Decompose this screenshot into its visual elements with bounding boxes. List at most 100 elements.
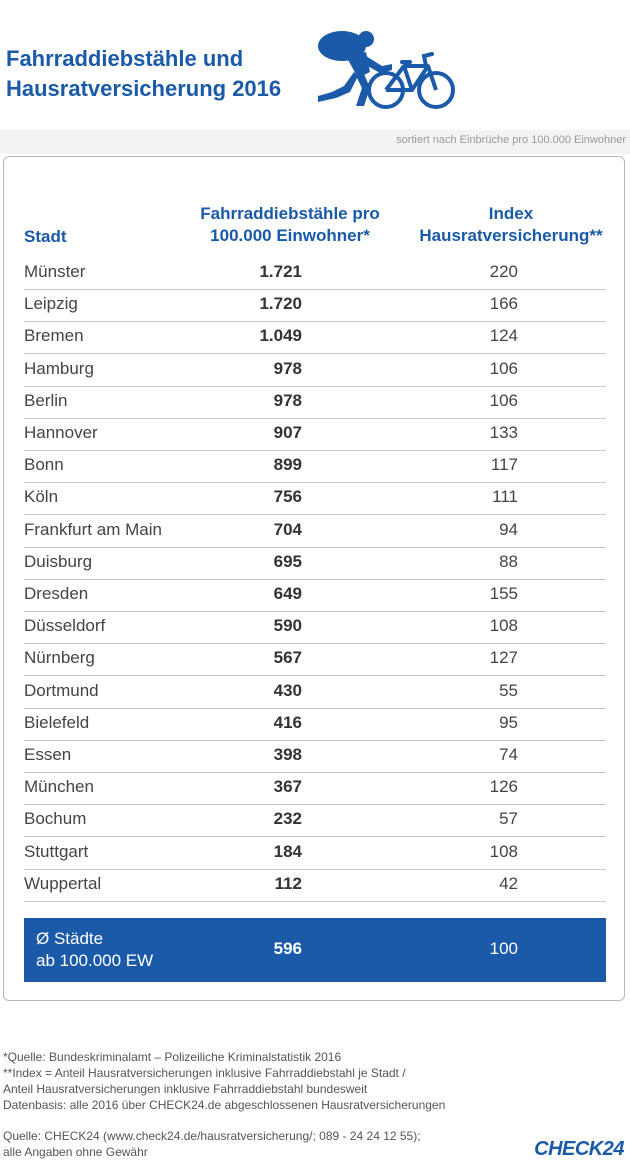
theft-value: 695 [273, 551, 302, 571]
city-name: Hamburg [24, 358, 94, 378]
city-name: Duisburg [24, 551, 93, 571]
footnote-source-1: *Quelle: Bundeskriminalamt – Polizeilich… [3, 1050, 342, 1064]
city-name: Nürnberg [24, 648, 95, 668]
column-header-theft: Fahrraddiebstähle pro 100.000 Einwohner* [160, 203, 420, 247]
index-value: 166 [489, 294, 518, 314]
footnote-source-2: Quelle: CHECK24 (www.check24.de/hausratv… [3, 1129, 421, 1143]
theft-value: 590 [273, 616, 302, 636]
title-line-1: Fahrraddiebstähle und [6, 46, 244, 71]
city-name: Düsseldorf [24, 616, 106, 636]
city-name: Dresden [24, 584, 89, 603]
index-value: 74 [499, 745, 518, 764]
average-label-line-1: Ø Städte [36, 929, 104, 948]
table-row: Bochum 232 57 [24, 805, 606, 838]
table-row: Dresden 649 155 [24, 580, 606, 612]
check24-logo: CHECK24 [534, 1138, 624, 1160]
theft-value: 112 [274, 873, 302, 893]
theft-value: 649 [273, 584, 302, 603]
city-name: Münster [24, 262, 86, 281]
index-value: 126 [489, 777, 518, 797]
theft-value: 232 [273, 809, 302, 829]
theft-value: 978 [273, 390, 302, 410]
column-header-theft-line-1: Fahrraddiebstähle pro [200, 204, 380, 223]
table-row: Stuttgart 184 108 [24, 838, 606, 870]
index-value: 133 [489, 423, 518, 442]
title-line-2: Hausratversicherung 2016 [6, 76, 282, 101]
column-header-theft-line-2: 100.000 Einwohner* [210, 226, 370, 245]
table-row: Bonn 899 117 [24, 451, 606, 484]
thief-with-bicycle-icon [318, 31, 455, 109]
footnote-index-definition-2: Anteil Hausratversicherungen inklusive F… [3, 1082, 368, 1096]
theft-value: 184 [273, 841, 302, 861]
table-row: Duisburg 695 88 [24, 548, 606, 580]
index-value: 106 [489, 358, 518, 378]
average-row: Ø Städte ab 100.000 EW 596 100 [24, 918, 606, 982]
city-name: Leipzig [24, 294, 78, 314]
table-row: Nürnberg 567 127 [24, 644, 606, 677]
average-index-value: 100 [489, 939, 518, 958]
theft-value: 1.720 [259, 294, 302, 314]
footnote-index-definition-1: **Index = Anteil Hausratversicherungen i… [3, 1066, 406, 1080]
city-name: Bochum [24, 809, 87, 829]
city-name: München [24, 777, 94, 797]
table-row: Frankfurt am Main 704 94 [24, 516, 606, 548]
index-value: 124 [489, 326, 518, 346]
index-value: 220 [489, 262, 518, 281]
theft-value: 1.049 [259, 326, 302, 346]
theft-value: 430 [273, 680, 302, 700]
city-name: Frankfurt am Main [24, 519, 162, 539]
index-value: 117 [490, 455, 518, 475]
index-value: 57 [499, 809, 518, 829]
table-row: Berlin 978 106 [24, 387, 606, 419]
footnote-basis: Datenbasis: alle 2016 über CHECK24.de ab… [3, 1098, 446, 1112]
theft-value: 899 [273, 455, 302, 475]
column-header-index-line-1: Index [488, 204, 534, 223]
average-label-line-2: ab 100.000 EW [36, 951, 154, 970]
index-value: 88 [499, 551, 518, 571]
sort-note-band [0, 130, 630, 154]
average-theft-value: 596 [273, 939, 302, 958]
theft-value: 978 [273, 358, 302, 378]
city-name: Bielefeld [24, 712, 90, 732]
table-row: Münster 1.721 220 [24, 258, 606, 290]
theft-value: 756 [273, 487, 302, 507]
theft-value: 1.721 [259, 262, 302, 281]
page-title: Fahrraddiebstähle und Hausratversicherun… [6, 44, 306, 104]
city-name: Essen [24, 745, 72, 764]
footnote-disclaimer: alle Angaben ohne Gewähr [3, 1145, 148, 1159]
index-value: 155 [489, 584, 518, 603]
table-row: Wuppertal 112 42 [24, 870, 606, 902]
table-row: Bremen 1.049 124 [24, 322, 606, 355]
column-header-index: Index Hausratversicherung** [400, 203, 622, 247]
table-row: Dortmund 430 55 [24, 677, 606, 709]
index-value: 42 [499, 873, 518, 893]
theft-value: 416 [273, 712, 302, 732]
index-value: 94 [499, 519, 518, 539]
index-value: 108 [489, 841, 518, 861]
table-panel [3, 156, 625, 1001]
city-name: Berlin [24, 390, 68, 410]
table-row: Essen 398 74 [24, 741, 606, 773]
theft-value: 367 [273, 777, 302, 797]
average-label: Ø Städte ab 100.000 EW [36, 928, 153, 972]
index-value: 106 [489, 390, 518, 410]
theft-value: 704 [273, 519, 302, 539]
table-row: München 367 126 [24, 773, 606, 806]
index-value: 95 [499, 712, 518, 732]
column-header-city: Stadt [24, 227, 67, 246]
index-value: 55 [499, 680, 518, 700]
table-row: Hamburg 978 106 [24, 355, 606, 387]
city-name: Dortmund [24, 680, 99, 700]
index-value: 111 [492, 487, 518, 507]
city-name: Stuttgart [24, 841, 89, 861]
table-row: Köln 756 111 [24, 483, 606, 516]
city-name: Wuppertal [24, 873, 102, 893]
sort-note: sortiert nach Einbrüche pro 100.000 Einw… [396, 134, 626, 146]
theft-value: 907 [273, 423, 302, 442]
column-header-index-line-2: Hausratversicherung** [419, 226, 603, 245]
theft-value: 567 [273, 648, 302, 668]
table-row: Düsseldorf 590 108 [24, 612, 606, 645]
city-name: Bremen [24, 326, 84, 346]
table-row: Hannover 907 133 [24, 419, 606, 451]
table-row: Bielefeld 416 95 [24, 709, 606, 741]
